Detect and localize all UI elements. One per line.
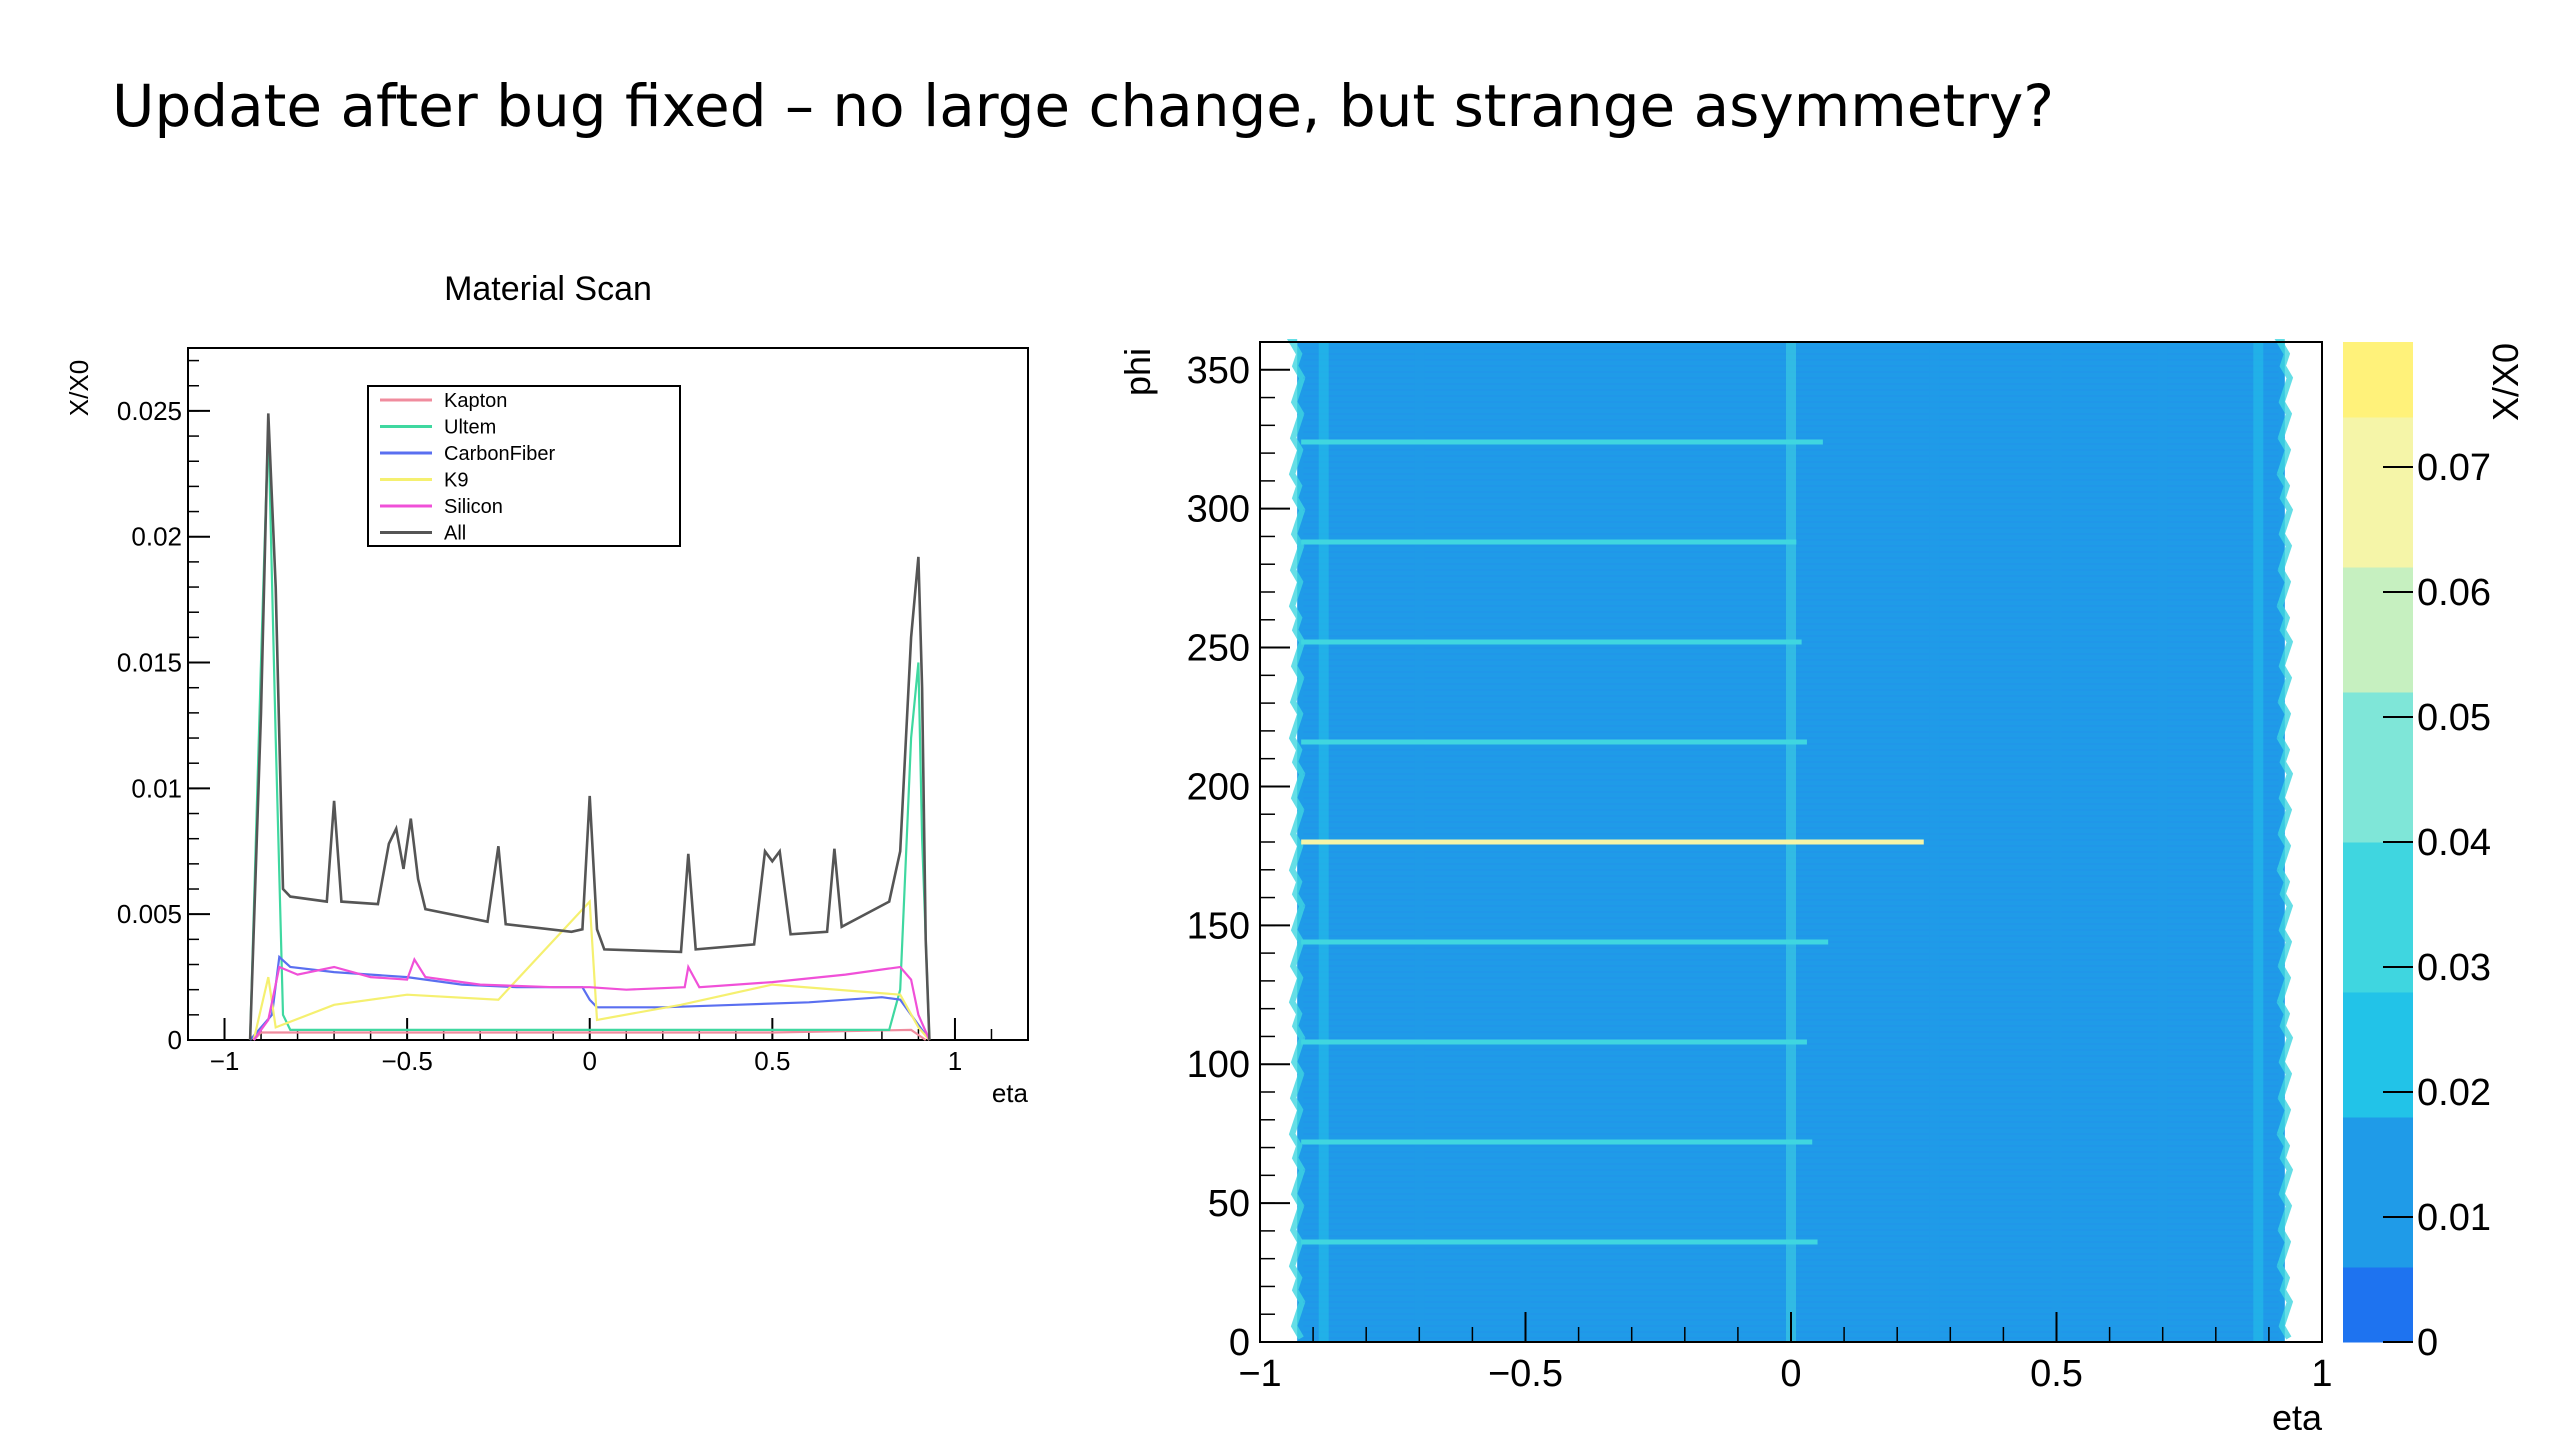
y-tick-label: 0 xyxy=(168,1025,182,1055)
y-tick-label: 50 xyxy=(1208,1183,1250,1225)
colorbar-segment xyxy=(2343,1092,2413,1118)
y-tick-label: 350 xyxy=(1187,350,1250,392)
vertical-band xyxy=(2051,342,2062,1342)
colorbar-segment xyxy=(2343,892,2413,918)
x-tick-label: −0.5 xyxy=(1488,1353,1563,1395)
colorbar-segment xyxy=(2343,467,2413,493)
x-tick-label: 0 xyxy=(583,1046,597,1076)
z-tick-label: 0.07 xyxy=(2417,447,2491,489)
colorbar-segment xyxy=(2343,1042,2413,1068)
y-tick-label: 0.025 xyxy=(117,396,182,426)
colorbar-segment xyxy=(2343,867,2413,893)
colorbar-segment xyxy=(2343,1017,2413,1043)
series-line-silicon xyxy=(252,957,931,1041)
x-tick-label: −0.5 xyxy=(381,1046,432,1076)
z-tick-label: 0.02 xyxy=(2417,1072,2491,1114)
legend-label: K9 xyxy=(444,470,468,492)
z-tick-label: 0.05 xyxy=(2417,697,2491,739)
x-tick-label: 0 xyxy=(1780,1353,1801,1395)
z-axis-label: X/X0 xyxy=(2485,343,2526,421)
y-tick-label: 250 xyxy=(1187,628,1250,670)
colorbar-segment xyxy=(2343,792,2413,818)
y-tick-label: 300 xyxy=(1187,489,1250,531)
z-tick-label: 0.04 xyxy=(2417,822,2491,864)
colorbar-segment xyxy=(2343,967,2413,993)
colorbar-segment xyxy=(2343,392,2413,418)
colorbar-segment xyxy=(2343,1217,2413,1243)
y-axis-label: phi xyxy=(1117,348,1158,396)
y-tick-label: 0.02 xyxy=(131,522,182,552)
colorbar-segment xyxy=(2343,492,2413,518)
series-line-carbonfiber xyxy=(249,954,931,1041)
colorbar-segment xyxy=(2343,342,2413,368)
colorbar-segment xyxy=(2343,917,2413,943)
legend-label: Kapton xyxy=(444,390,507,412)
colorbar-segment xyxy=(2343,1167,2413,1193)
colorbar-segment xyxy=(2343,517,2413,543)
vertical-band xyxy=(2157,342,2168,1342)
x-axis-label: eta xyxy=(2272,1397,2323,1430)
x-tick-label: −1 xyxy=(210,1046,240,1076)
colorbar-segment xyxy=(2343,1267,2413,1293)
legend-box xyxy=(367,385,681,547)
legend-label: Ultem xyxy=(444,417,496,439)
z-tick-label: 0.01 xyxy=(2417,1197,2491,1239)
z-tick-label: 0 xyxy=(2417,1322,2438,1364)
colorbar-segment xyxy=(2343,592,2413,618)
x-axis-label: eta xyxy=(992,1078,1029,1108)
colorbar-segment xyxy=(2343,1317,2413,1343)
colorbar-segment xyxy=(2343,992,2413,1018)
colorbar-segment xyxy=(2343,1192,2413,1218)
vertical-band xyxy=(1929,342,1940,1342)
colorbar-segment xyxy=(2343,442,2413,468)
colorbar-segment xyxy=(2343,367,2413,393)
series-line-k9 xyxy=(252,898,931,1041)
y-axis-label: X/X0 xyxy=(64,360,94,416)
y-tick-label: 0.015 xyxy=(117,648,182,678)
y-tick-label: 100 xyxy=(1187,1044,1250,1086)
y-tick-label: 200 xyxy=(1187,766,1250,808)
colorbar-segment xyxy=(2343,617,2413,643)
x-tick-label: 1 xyxy=(948,1046,962,1076)
colorbar-segment xyxy=(2343,767,2413,793)
colorbar-segment xyxy=(2343,642,2413,668)
colorbar-segment xyxy=(2343,667,2413,693)
slide-title: Update after bug fixed – no large change… xyxy=(112,72,2055,140)
y-tick-label: 0.01 xyxy=(131,773,182,803)
y-tick-label: 150 xyxy=(1187,905,1250,947)
colorbar-segment xyxy=(2343,1117,2413,1143)
colorbar-segment xyxy=(2343,717,2413,743)
left-edge-band xyxy=(1286,339,1306,1340)
z-tick-label: 0.03 xyxy=(2417,947,2491,989)
colorbar-segment xyxy=(2343,1242,2413,1268)
colorbar-segment xyxy=(2343,567,2413,593)
colorbar-segment xyxy=(2343,842,2413,868)
y-tick-label: 0 xyxy=(1229,1322,1250,1364)
colorbar-segment xyxy=(2343,742,2413,768)
material-scan-line-chart: Material Scan 0 0.005 0.01 0.015 0.02 0.025 −1 −… xyxy=(64,270,1029,1108)
y-tick-label: 0.005 xyxy=(117,899,182,929)
vertical-band xyxy=(2253,342,2264,1342)
colorbar-segment xyxy=(2343,417,2413,443)
colorbar-segment xyxy=(2343,942,2413,968)
colorbar-segment xyxy=(2343,1067,2413,1093)
colorbar-segment xyxy=(2343,1292,2413,1318)
x-tick-label: −1 xyxy=(1238,1353,1281,1395)
colorbar-segment xyxy=(2343,692,2413,718)
x-tick-label: 0.5 xyxy=(2030,1353,2083,1395)
z-tick-label: 0.06 xyxy=(2417,572,2491,614)
x-tick-label: 0.5 xyxy=(754,1046,790,1076)
colorbar-segment xyxy=(2343,542,2413,568)
legend-label: CarbonFiber xyxy=(444,443,556,465)
series-line-all xyxy=(248,413,931,1041)
legend-label: All xyxy=(444,523,466,545)
colorbar-segment xyxy=(2343,817,2413,843)
colorbar-segment xyxy=(2343,1142,2413,1168)
right-edge-band xyxy=(2274,339,2294,1340)
x-tick-label: 1 xyxy=(2311,1353,2332,1395)
legend-label: Silicon xyxy=(444,496,503,518)
chart-title: Material Scan xyxy=(444,270,652,308)
